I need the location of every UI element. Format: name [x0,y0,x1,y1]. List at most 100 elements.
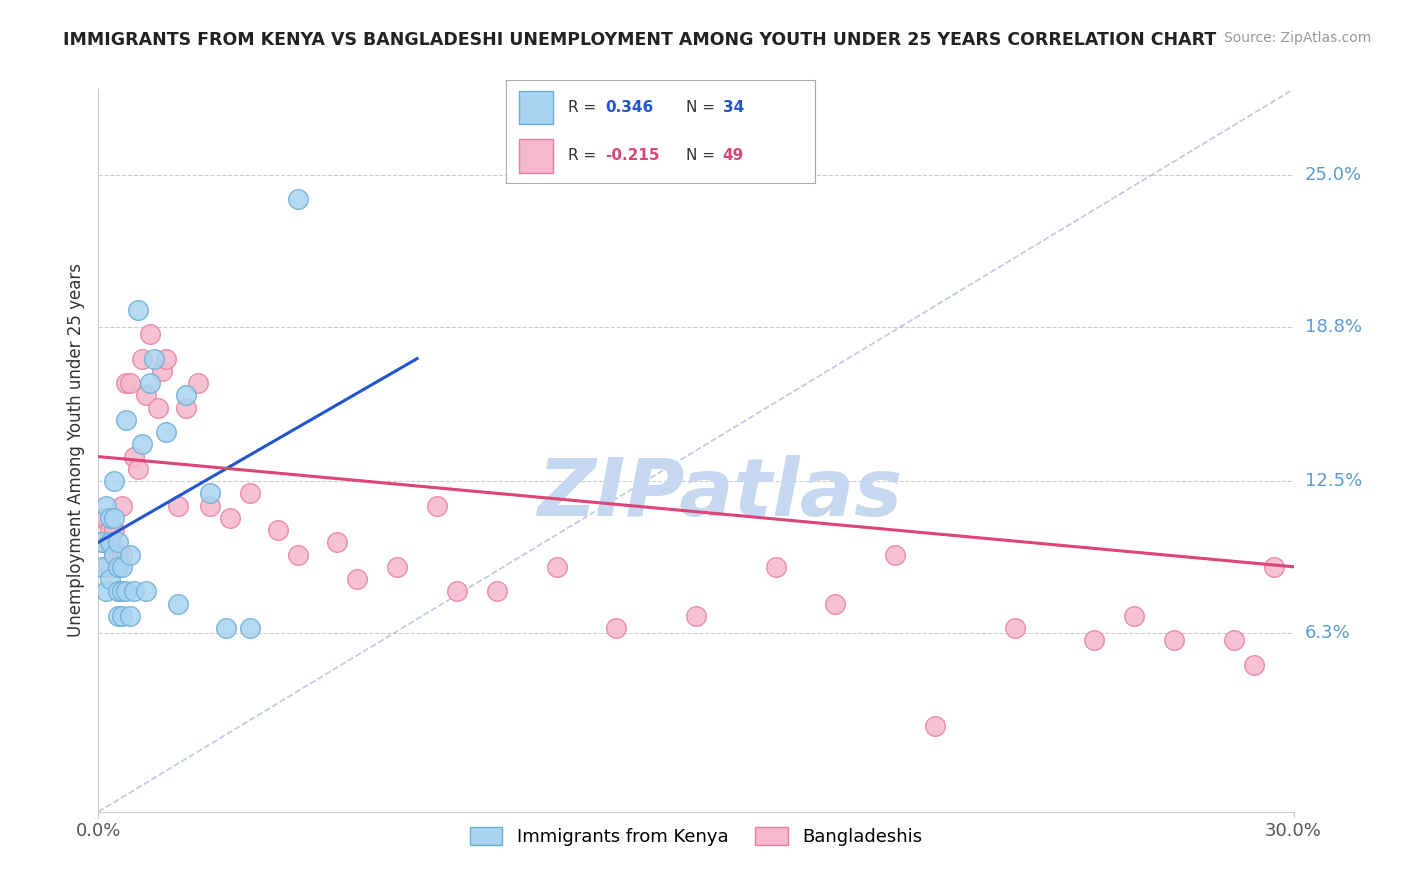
Point [120,548,142,562]
Point [107,559,129,574]
Point [215,621,238,635]
Text: IMMIGRANTS FROM KENYA VS BANGLADESHI UNEMPLOYMENT AMONG YOUTH UNDER 25 YEARS COR: IMMIGRANTS FROM KENYA VS BANGLADESHI UNE… [63,31,1216,49]
Point [98,572,122,586]
Point [103,511,125,525]
Point [685,608,707,623]
Point [115,413,138,427]
Point [167,597,190,611]
Point [91,535,114,549]
Point [1243,657,1265,672]
Point [111,499,134,513]
Bar [519,139,553,173]
Point [98,535,122,549]
Point [326,535,349,549]
Point [98,511,122,525]
Point [150,364,173,378]
Point [239,486,262,500]
Point [155,425,177,439]
Point [111,608,134,623]
Point [103,523,125,537]
Point [239,621,262,635]
Point [96,499,118,513]
Point [446,584,468,599]
Point [107,535,129,549]
Point [148,401,170,415]
Text: ZIPatlas: ZIPatlas [537,455,903,533]
Point [884,548,907,562]
Point [765,559,787,574]
Point [135,388,157,402]
Point [605,621,627,635]
Point [111,548,134,562]
Point [385,559,409,574]
Point [174,401,197,415]
Text: 0.346: 0.346 [605,100,654,115]
Point [91,559,114,574]
Point [198,486,221,500]
Point [346,572,368,586]
Point [96,559,118,574]
Text: N =: N = [686,148,720,163]
Point [139,376,162,390]
Point [824,597,846,611]
Text: Source: ZipAtlas.com: Source: ZipAtlas.com [1223,31,1371,45]
Point [96,511,118,525]
Point [546,559,568,574]
Point [127,302,149,317]
Text: N =: N = [686,100,720,115]
Point [111,559,134,574]
Point [174,388,197,402]
Point [103,474,125,488]
Text: 18.8%: 18.8% [1305,318,1361,335]
Point [120,608,142,623]
Point [115,376,138,390]
Point [135,584,157,599]
Point [924,719,946,733]
Point [1163,633,1185,648]
Point [143,351,166,366]
Point [111,584,134,599]
Point [1263,559,1285,574]
Text: R =: R = [568,100,602,115]
Point [1123,608,1146,623]
Point [426,499,449,513]
Text: 6.3%: 6.3% [1305,624,1350,642]
Bar [519,91,553,124]
Text: 25.0%: 25.0% [1305,166,1362,184]
Point [124,584,146,599]
Text: R =: R = [568,148,602,163]
Point [131,437,153,451]
Point [139,327,162,342]
Point [167,499,190,513]
Point [267,523,290,537]
Point [287,548,309,562]
Text: 49: 49 [723,148,744,163]
Point [120,376,142,390]
Legend: Immigrants from Kenya, Bangladeshis: Immigrants from Kenya, Bangladeshis [463,820,929,854]
Point [287,193,309,207]
Point [155,351,177,366]
Point [107,548,129,562]
Y-axis label: Unemployment Among Youth under 25 years: Unemployment Among Youth under 25 years [66,263,84,638]
Point [91,511,114,525]
Point [107,608,129,623]
Point [91,535,114,549]
Point [115,584,138,599]
Point [124,450,146,464]
Point [1223,633,1246,648]
Point [1004,621,1026,635]
Point [103,548,125,562]
Point [187,376,209,390]
Text: 12.5%: 12.5% [1305,472,1362,490]
Point [1083,633,1105,648]
Point [485,584,508,599]
Point [107,584,129,599]
Text: -0.215: -0.215 [605,148,659,163]
Text: 34: 34 [723,100,744,115]
Point [103,548,125,562]
Point [107,584,129,599]
Point [131,351,153,366]
Point [98,523,122,537]
Point [198,499,221,513]
Point [219,511,242,525]
